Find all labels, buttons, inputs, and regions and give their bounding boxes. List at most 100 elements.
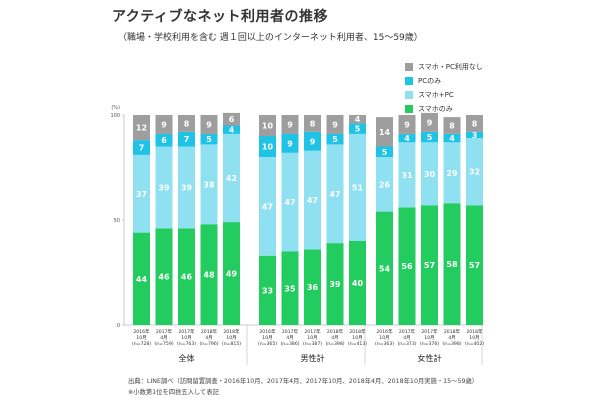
- bar-segment-smartphone-only: [326, 243, 344, 325]
- data-label: 35: [284, 284, 296, 293]
- bar-segment-smartphone-pc: [200, 144, 218, 225]
- data-label: 42: [226, 174, 237, 183]
- data-label: 6: [229, 115, 235, 124]
- x-tick-month: 10月: [226, 335, 236, 341]
- data-label: 33: [262, 286, 273, 295]
- bar-segment-smartphone-pc: [178, 146, 195, 229]
- x-tick-month: 10月: [379, 335, 389, 341]
- bar-segment-pc-only: [376, 146, 393, 157]
- x-tick-n: (n=386): [280, 341, 299, 347]
- bar-segment-none: [223, 112, 240, 126]
- x-tick-month: 4月: [331, 335, 339, 341]
- y-tick-label: 0: [117, 323, 120, 329]
- data-label: 5: [332, 135, 338, 144]
- bar-segment-none: [443, 117, 461, 134]
- x-tick-year: 2016年: [376, 328, 393, 335]
- bar-segment-smartphone-only: [349, 241, 366, 325]
- data-label: 39: [181, 183, 193, 192]
- bar-segment-smartphone-pc: [281, 152, 299, 252]
- legend-item-none: スマホ・PC利用なし: [405, 60, 483, 74]
- bar-segment-smartphone-only: [133, 232, 150, 325]
- data-label: 51: [352, 183, 364, 192]
- bar-segment-pc-only: [326, 133, 344, 145]
- data-label: 48: [203, 271, 215, 280]
- bar-segment-none: [178, 115, 195, 132]
- x-tick-year: 2017年: [178, 328, 195, 335]
- bar-segment-smartphone-only: [421, 205, 438, 325]
- data-label: 26: [379, 180, 391, 189]
- data-label: 14: [379, 128, 391, 137]
- x-tick-month: 4月: [286, 335, 294, 341]
- data-label: 8: [449, 122, 455, 131]
- x-tick-n: (n=365): [258, 341, 277, 347]
- legend-label: スマホ・PC利用なし: [418, 63, 483, 71]
- data-label: 9: [404, 120, 410, 129]
- bar-segment-smartphone-only: [466, 205, 483, 325]
- bar-segment-pc-only: [466, 131, 483, 139]
- legend-swatch: [405, 63, 413, 71]
- data-label: 9: [310, 137, 316, 146]
- data-label: 9: [161, 120, 167, 129]
- bar-segment-smartphone-pc: [421, 142, 438, 206]
- x-tick-year: 2018年: [223, 328, 240, 335]
- x-tick-year: 2017年: [304, 328, 321, 335]
- bar-segment-smartphone-pc: [466, 138, 483, 206]
- x-tick-month: 10月: [262, 335, 272, 341]
- bar-segment-pc-only: [281, 133, 299, 153]
- data-label: 9: [287, 120, 293, 129]
- data-label: 12: [136, 124, 147, 133]
- data-label: 4: [229, 126, 235, 135]
- x-tick-year: 2018年: [201, 328, 218, 335]
- bar-segment-smartphone-only: [398, 207, 416, 325]
- source-text: 出典：LINE調べ（訪問留置調査・2016年10月、2017年4月、2017年1…: [128, 378, 479, 385]
- legend-label: スマホのみ: [418, 105, 453, 113]
- x-tick-month: 10月: [424, 335, 434, 341]
- bar-segment-smartphone-pc: [155, 146, 173, 229]
- x-tick-n: (n=413): [348, 341, 367, 347]
- x-tick-n: (n=402): [465, 341, 484, 347]
- data-label: 49: [226, 270, 238, 279]
- x-tick-year: 2017年: [399, 328, 416, 335]
- legend-swatch: [405, 91, 413, 99]
- chart-title: アクティブなネット利用者の推移: [112, 9, 328, 25]
- bar-segment-smartphone-only: [223, 222, 240, 325]
- x-tick-n: (n=376): [420, 341, 439, 347]
- data-label: 44: [136, 275, 148, 284]
- group-label: 男性計: [301, 353, 325, 363]
- data-label: 6: [161, 136, 167, 145]
- bar-segment-none: [326, 115, 344, 134]
- bar-segment-smartphone-pc: [223, 133, 240, 223]
- bar-segment-smartphone-pc: [398, 142, 416, 208]
- bar-segment-smartphone-pc: [443, 142, 461, 204]
- x-tick-year: 2017年: [421, 328, 438, 335]
- data-label: 47: [329, 190, 340, 199]
- bar-segment-pc-only: [133, 140, 150, 155]
- x-tick-n: (n=815): [222, 341, 241, 347]
- x-tick-year: 2016年: [259, 328, 276, 335]
- bar-segment-none: [281, 115, 299, 134]
- bar-segment-pc-only: [155, 133, 173, 147]
- bar-segment-none: [466, 115, 483, 132]
- data-label: 58: [446, 260, 458, 269]
- data-label: 4: [355, 115, 361, 124]
- x-tick-n: (n=398): [325, 341, 344, 347]
- data-label: 32: [469, 168, 480, 177]
- data-label: 4: [404, 134, 410, 143]
- x-tick-year: 2018年: [466, 328, 483, 335]
- bar-segment-none: [200, 115, 218, 134]
- bar-segment-pc-only: [200, 133, 218, 145]
- x-tick-month: 10月: [307, 335, 317, 341]
- x-tick-month: 10月: [469, 335, 479, 341]
- bar-segment-none: [398, 115, 416, 134]
- x-tick-n: (n=373): [397, 341, 416, 347]
- x-tick-month: 4月: [448, 335, 456, 341]
- data-label: 9: [287, 139, 293, 148]
- x-tick-n: (n=759): [154, 341, 173, 347]
- data-label: 54: [379, 264, 391, 273]
- data-label: 30: [424, 170, 436, 179]
- bar-segment-smartphone-pc: [349, 133, 366, 241]
- data-label: 10: [262, 143, 274, 152]
- bar-segment-pc-only: [443, 133, 461, 143]
- x-tick-year: 2017年: [282, 328, 299, 335]
